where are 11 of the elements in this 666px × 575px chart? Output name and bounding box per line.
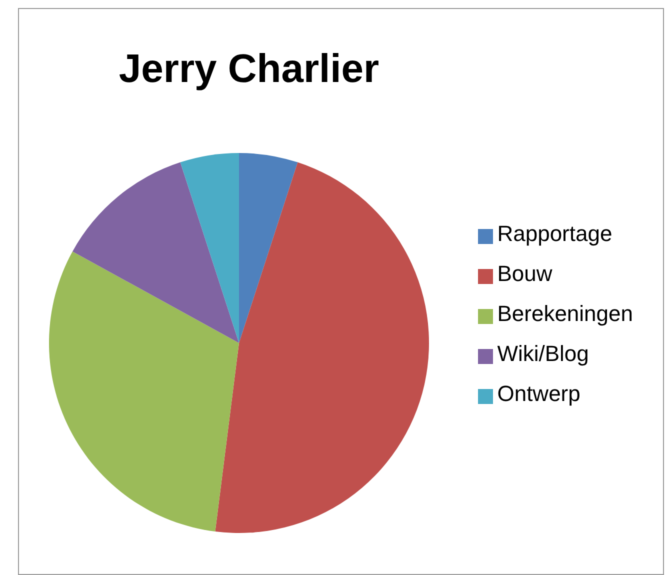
- pie-slice: [239, 153, 298, 343]
- legend-label: Bouw: [497, 261, 552, 286]
- legend-label: Wiki/Blog: [497, 341, 589, 366]
- pie-slice: [49, 251, 239, 532]
- pie-slice: [72, 162, 239, 343]
- legend-label: Ontwerp: [497, 381, 580, 406]
- legend-label: Berekeningen: [497, 301, 633, 326]
- legend-label: Rapportage: [497, 221, 612, 246]
- pie-slice: [215, 162, 429, 533]
- pie-slice: [180, 153, 239, 343]
- chart-title: Jerry Charlier: [118, 47, 380, 92]
